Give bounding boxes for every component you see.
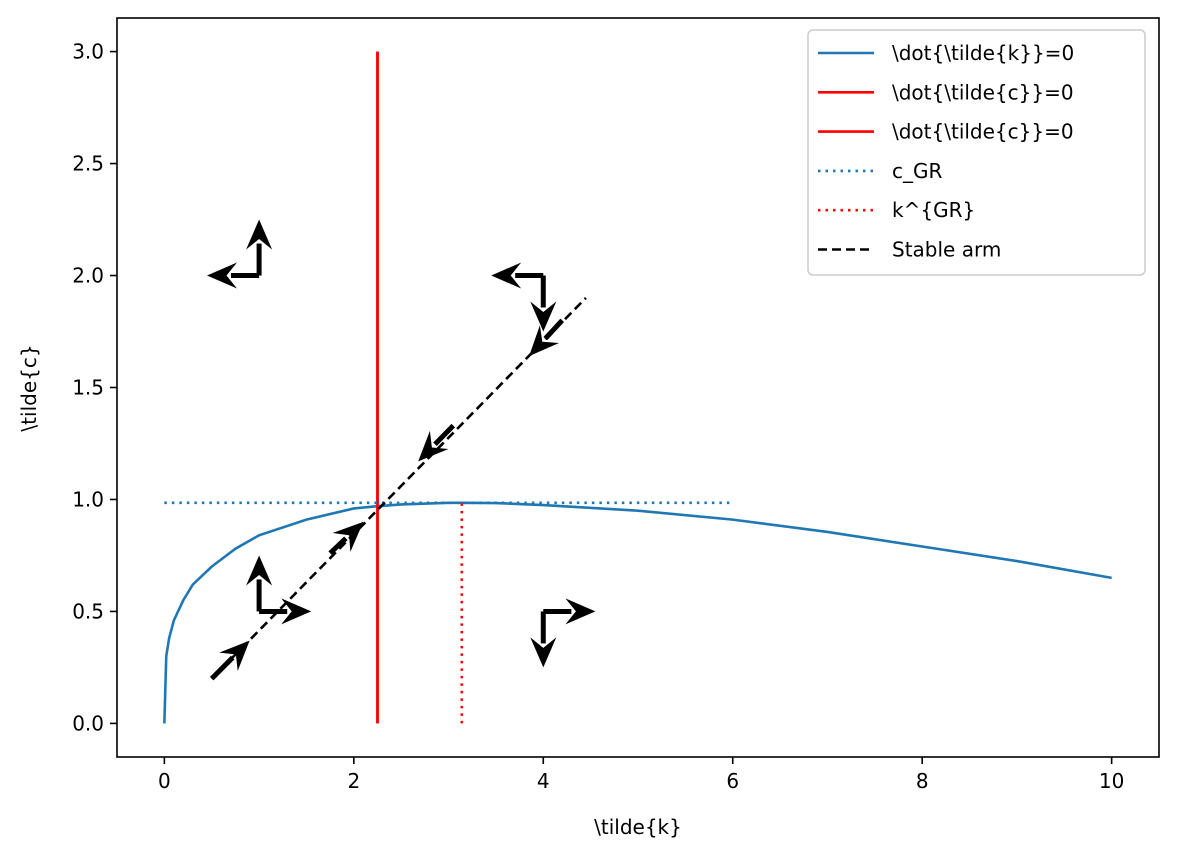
y-axis-label: \tilde{c} xyxy=(17,344,41,431)
phase-arrow-2-horizontal-head xyxy=(281,598,312,625)
arrow-layer xyxy=(207,219,596,681)
legend-box xyxy=(807,29,1146,276)
stable-arm-arrow-2-shaft xyxy=(433,423,456,446)
phase-arrow-0-horizontal-head xyxy=(207,262,237,289)
y-tick-label: 0.0 xyxy=(72,711,104,735)
phase-arrow-1-horizontal-head xyxy=(491,262,522,289)
legend-label-1: \dot{\tilde{c}}=0 xyxy=(892,80,1074,104)
y-tick-label: 1.5 xyxy=(72,376,104,400)
x-tick-label: 6 xyxy=(726,769,739,793)
stable-arm-arrow-2-head xyxy=(418,430,449,462)
stable-arm-arrow-0-head xyxy=(219,640,250,671)
x-tick-label: 0 xyxy=(158,769,171,793)
phase-arrow-0-vertical-head xyxy=(246,219,273,250)
stable-arm-arrow-3-shaft xyxy=(543,318,565,341)
phase-arrow-1-vertical-head xyxy=(530,301,557,332)
stable-arm-arrow-1-head xyxy=(332,521,364,552)
legend-label-2: \dot{\tilde{c}}=0 xyxy=(892,120,1074,144)
x-axis-ticks: 0 2 4 6 8 10 xyxy=(158,757,1124,793)
legend-label-4: k^{GR} xyxy=(892,198,975,222)
phase-arrow-3-horizontal-head xyxy=(565,598,596,625)
y-tick-label: 2.5 xyxy=(72,152,104,176)
series-line-5 xyxy=(210,297,587,680)
y-axis-ticks: 0.0 0.5 1.0 1.5 2.0 2.5 3.0 xyxy=(72,40,117,735)
stable-arm-arrow-3-head xyxy=(529,325,559,357)
y-tick-label: 3.0 xyxy=(72,40,104,64)
y-tick-label: 2.0 xyxy=(72,264,104,288)
stable-arm-arrow-0-shaft xyxy=(209,655,235,681)
x-tick-label: 10 xyxy=(1099,769,1124,793)
phase-arrow-3-vertical-head xyxy=(530,637,557,668)
legend-label-3: c_GR xyxy=(892,159,942,183)
stable-arm-arrow-1-shaft xyxy=(328,536,348,556)
legend: \dot{\tilde{k}}=0 \dot{\tilde{c}}=0 \dot{\… xyxy=(807,29,1146,276)
legend-label-5: Stable arm xyxy=(892,238,1001,262)
x-tick-label: 2 xyxy=(347,769,360,793)
x-axis-label: \tilde{k} xyxy=(594,815,682,839)
y-tick-label: 0.5 xyxy=(72,599,104,623)
x-tick-label: 8 xyxy=(916,769,929,793)
plot-lines xyxy=(163,51,1112,724)
x-tick-label: 4 xyxy=(537,769,550,793)
legend-label-0: \dot{\tilde{k}}=0 xyxy=(892,41,1074,65)
phase-arrow-2-vertical-head xyxy=(246,555,273,586)
y-tick-label: 1.0 xyxy=(72,487,104,511)
